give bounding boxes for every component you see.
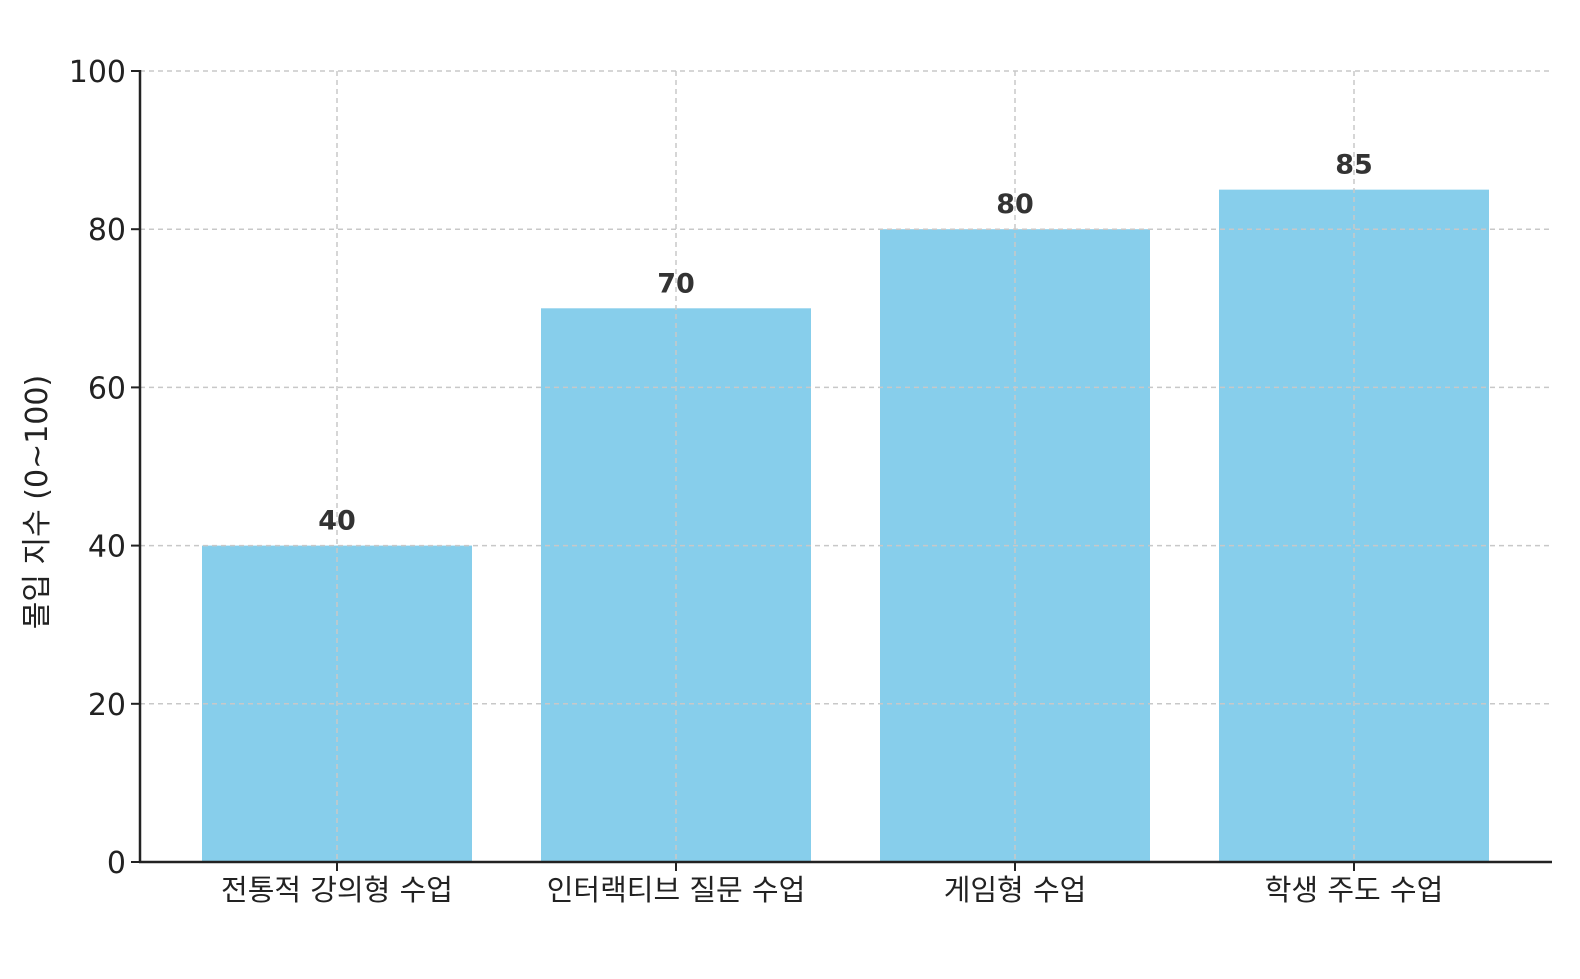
x-tick-label-1: 전통적 강의형 수업 [221,873,453,907]
x-tick-label-3: 게임형 수업 [944,873,1087,907]
axes [131,70,1552,871]
bars [140,70,1552,862]
y-tick-label-0: 0 [107,846,126,881]
y-tick-label-80: 80 [88,213,126,248]
y-tick-label-60: 60 [88,371,126,406]
value-label-1: 40 [318,506,356,537]
y-tick-label-20: 20 [88,688,126,723]
value-label-3: 80 [996,189,1034,220]
x-tick-label-4: 학생 주도 수업 [1265,873,1444,907]
labels: 0 20 40 60 80 100 전통적 강의형 수업 인터랙티브 질문 수업 게임형 수업 학… [69,55,1444,907]
y-axis-title: 몰입 지수 (0~100) [20,375,55,629]
y-tick-label-40: 40 [88,530,126,565]
x-tick-label-2: 인터랙티브 질문 수업 [547,873,806,907]
value-label-4: 85 [1335,150,1373,181]
value-label-2: 70 [657,268,695,299]
y-tick-label-100: 100 [69,55,126,90]
